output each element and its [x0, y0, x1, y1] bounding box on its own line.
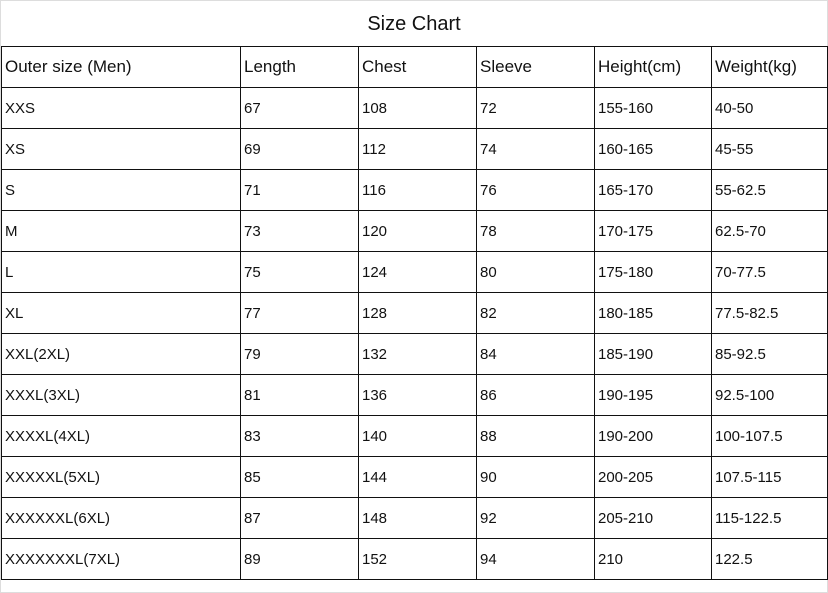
table-cell: 100-107.5 [711, 415, 828, 457]
table-row: XXL(2XL) 79 132 84 185-190 85-92.5 [1, 333, 828, 375]
table-row: XS 69 112 74 160-165 45-55 [1, 128, 828, 170]
table-cell: XXXXL(4XL) [1, 415, 241, 457]
table-cell: 75 [240, 251, 359, 293]
table-cell: 180-185 [594, 292, 712, 334]
table-cell: 165-170 [594, 169, 712, 211]
table-cell: 71 [240, 169, 359, 211]
table-cell: 67 [240, 87, 359, 129]
table-cell: 136 [358, 374, 477, 416]
table-cell: 85-92.5 [711, 333, 828, 375]
column-header: Length [240, 46, 359, 88]
table-cell: XXXXXXL(6XL) [1, 497, 241, 539]
table-cell: 200-205 [594, 456, 712, 498]
table-cell: XL [1, 292, 241, 334]
table-cell: 72 [476, 87, 595, 129]
table-cell: 81 [240, 374, 359, 416]
table-cell: 80 [476, 251, 595, 293]
table-cell: 116 [358, 169, 477, 211]
table-row: XXXL(3XL) 81 136 86 190-195 92.5-100 [1, 374, 828, 416]
table-cell: 128 [358, 292, 477, 334]
table-cell: 82 [476, 292, 595, 334]
table-cell: 152 [358, 538, 477, 580]
table-cell: 122.5 [711, 538, 828, 580]
table-cell: 77 [240, 292, 359, 334]
table-cell: XS [1, 128, 241, 170]
table-cell: 107.5-115 [711, 456, 828, 498]
table-cell: XXXXXL(5XL) [1, 456, 241, 498]
table-cell: 190-200 [594, 415, 712, 457]
column-header: Sleeve [476, 46, 595, 88]
table-cell: 69 [240, 128, 359, 170]
table-cell: 108 [358, 87, 477, 129]
table-row: S 71 116 76 165-170 55-62.5 [1, 169, 828, 211]
table-cell: S [1, 169, 241, 211]
header-row: Outer size (Men) Length Chest Sleeve Height(… [1, 46, 828, 88]
table-cell: 148 [358, 497, 477, 539]
column-header: Outer size (Men) [1, 46, 241, 88]
table-cell: XXXL(3XL) [1, 374, 241, 416]
table-cell: 62.5-70 [711, 210, 828, 252]
table-cell: XXS [1, 87, 241, 129]
table-cell: 85 [240, 456, 359, 498]
table-cell: 90 [476, 456, 595, 498]
table-cell: 120 [358, 210, 477, 252]
table-cell: 86 [476, 374, 595, 416]
table-cell: 78 [476, 210, 595, 252]
table-cell: 88 [476, 415, 595, 457]
table-cell: 40-50 [711, 87, 828, 129]
table-cell: 84 [476, 333, 595, 375]
table-row: XXS 67 108 72 155-160 40-50 [1, 87, 828, 129]
table-row: XL 77 128 82 180-185 77.5-82.5 [1, 292, 828, 334]
table-cell: 185-190 [594, 333, 712, 375]
table-cell: 76 [476, 169, 595, 211]
table-cell: XXL(2XL) [1, 333, 241, 375]
table-cell: 92 [476, 497, 595, 539]
table-cell: 77.5-82.5 [711, 292, 828, 334]
table-cell: 55-62.5 [711, 169, 828, 211]
table-cell: 140 [358, 415, 477, 457]
table-cell: 205-210 [594, 497, 712, 539]
table-cell: 74 [476, 128, 595, 170]
size-chart-table: Outer size (Men) Length Chest Sleeve Height(… [1, 46, 828, 580]
table-cell: 170-175 [594, 210, 712, 252]
chart-title: Size Chart [367, 13, 461, 35]
table-cell: 124 [358, 251, 477, 293]
table-cell: 70-77.5 [711, 251, 828, 293]
table-cell: 115-122.5 [711, 497, 828, 539]
table-cell: 92.5-100 [711, 374, 828, 416]
table-cell: 94 [476, 538, 595, 580]
table-cell: 155-160 [594, 87, 712, 129]
table-cell: 112 [358, 128, 477, 170]
column-header: Chest [358, 46, 477, 88]
table-row: XXXXXXL(6XL) 87 148 92 205-210 115-122.5 [1, 497, 828, 539]
table-cell: XXXXXXXL(7XL) [1, 538, 241, 580]
table-cell: 160-165 [594, 128, 712, 170]
table-cell: M [1, 210, 241, 252]
table-cell: 210 [594, 538, 712, 580]
column-header: Weight(kg) [711, 46, 828, 88]
table-cell: 144 [358, 456, 477, 498]
table-cell: 79 [240, 333, 359, 375]
table-cell: 83 [240, 415, 359, 457]
table-row: L 75 124 80 175-180 70-77.5 [1, 251, 828, 293]
table-cell: 87 [240, 497, 359, 539]
table-row: XXXXL(4XL) 83 140 88 190-200 100-107.5 [1, 415, 828, 457]
table-cell: 190-195 [594, 374, 712, 416]
table-cell: 89 [240, 538, 359, 580]
column-header: Height(cm) [594, 46, 712, 88]
table-cell: 45-55 [711, 128, 828, 170]
table-row: XXXXXXXL(7XL) 89 152 94 210 122.5 [1, 538, 828, 580]
table-cell: 175-180 [594, 251, 712, 293]
table-row: XXXXXL(5XL) 85 144 90 200-205 107.5-115 [1, 456, 828, 498]
table-cell: L [1, 251, 241, 293]
table-row: M 73 120 78 170-175 62.5-70 [1, 210, 828, 252]
table-cell: 132 [358, 333, 477, 375]
table-body: XXS 67 108 72 155-160 40-50 XS 69 112 74 160-165 45… [1, 87, 828, 580]
table-cell: 73 [240, 210, 359, 252]
